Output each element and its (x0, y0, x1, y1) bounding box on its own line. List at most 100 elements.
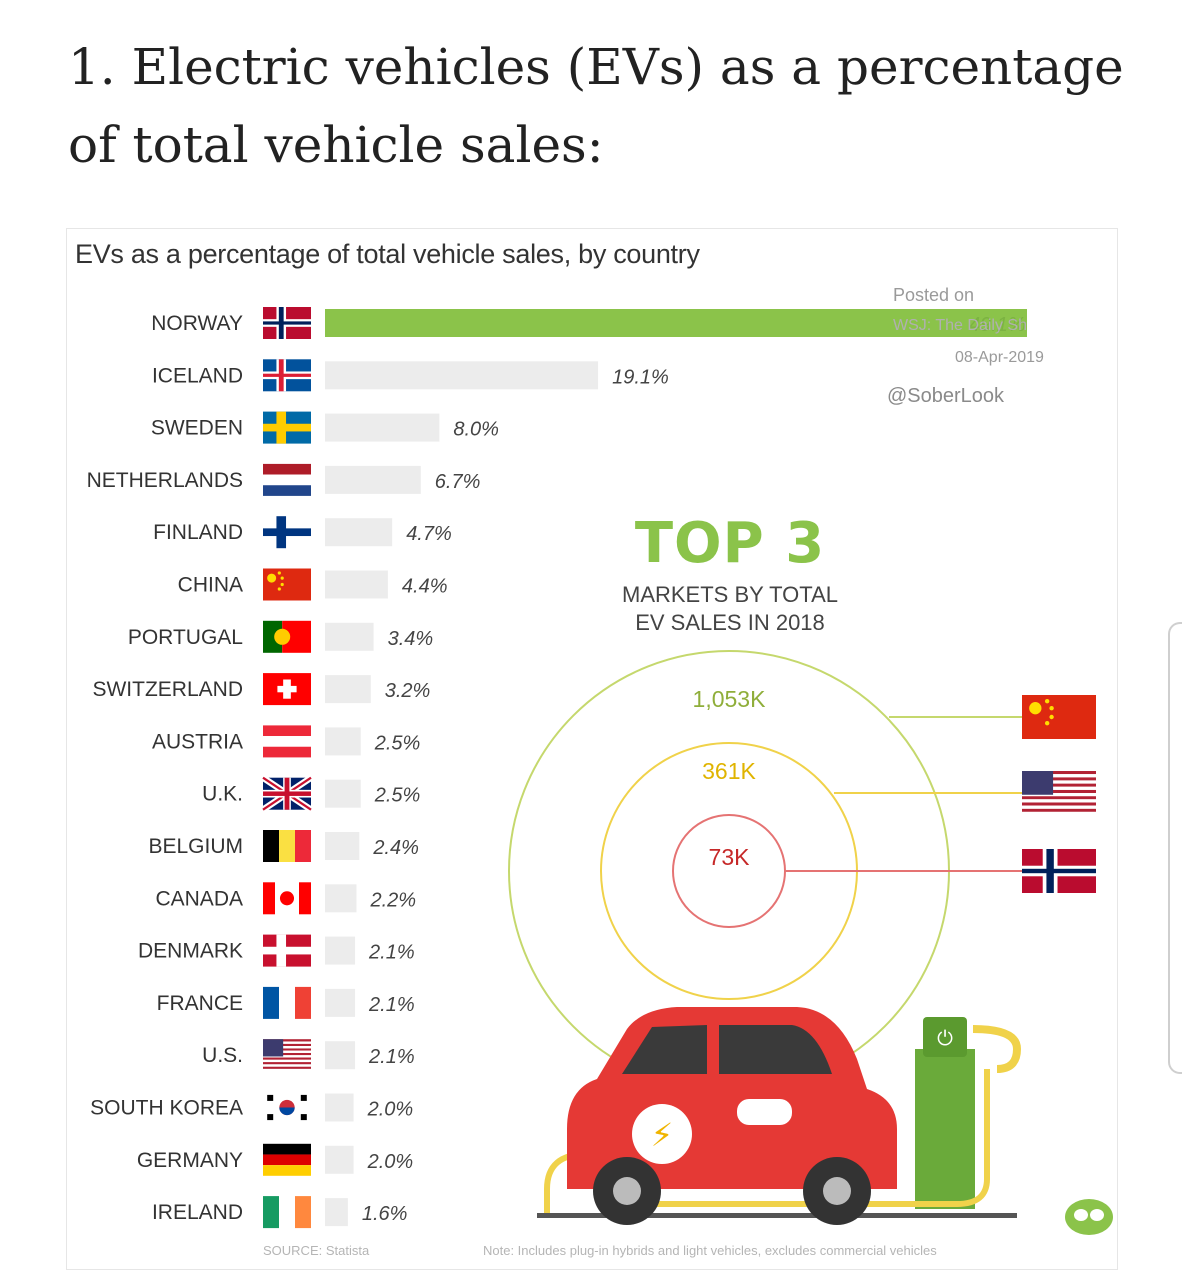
bar (325, 936, 356, 965)
watermark-date: 08-Apr-2019 (955, 349, 1044, 366)
value-label: 2.2% (369, 889, 416, 911)
bar (325, 1198, 348, 1227)
car-illustration: ⏻ ⚡ (537, 1007, 1022, 1225)
bar (325, 361, 599, 390)
bar (325, 675, 371, 704)
bar (325, 988, 356, 1017)
country-label: CHINA (178, 574, 243, 597)
china-market-flag-icon (1022, 695, 1096, 739)
value-label: 3.2% (385, 680, 431, 702)
market-value-label: 1,053K (693, 686, 767, 712)
value-label: 1.6% (362, 1203, 408, 1225)
value-label: 2.1% (368, 942, 415, 964)
bar (325, 779, 361, 808)
netherlands-flag-icon (263, 463, 311, 496)
value-label: 2.0% (367, 1151, 414, 1173)
infographic-card: EVs as a percentage of total vehicle sal… (66, 228, 1118, 1270)
value-label: 6.7% (435, 471, 481, 493)
charger-body (915, 1049, 975, 1209)
country-label: DENMARK (138, 940, 243, 963)
country-label: U.K. (202, 783, 243, 806)
page-scrollbar[interactable] (1168, 622, 1182, 1074)
iceland-flag-icon (263, 359, 311, 392)
car-window-rear (622, 1025, 707, 1074)
top3-title: TOP 3 (634, 511, 826, 576)
bar (325, 570, 388, 599)
value-label: 8.0% (453, 419, 499, 441)
bar (325, 309, 1027, 337)
country-label: FRANCE (157, 992, 243, 1015)
watermark-posted: Posted on (893, 285, 975, 305)
value-label: 49.1% (969, 314, 1026, 336)
country-label: AUSTRIA (152, 730, 243, 753)
norway-market-flag-icon (1022, 849, 1096, 893)
value-label: 2.4% (372, 837, 419, 859)
top3-subtitle-line1: MARKETS BY TOTAL (622, 582, 838, 607)
bar (325, 622, 374, 651)
chart-title: EVs as a percentage of total vehicle sal… (75, 239, 700, 269)
footnote: Note: Includes plug-in hybrids and light… (483, 1243, 937, 1258)
market-value-label: 73K (709, 844, 751, 870)
ev-share-chart: NORWAY 49.1% ICELAND 19.1% SWEDEN 8.0% NETHERL… (87, 307, 1113, 1235)
bar (325, 1041, 356, 1070)
country-label: GERMANY (137, 1149, 243, 1172)
page-headline: 1. Electric vehicles (EVs) as a percenta… (68, 38, 1124, 174)
denmark-flag-icon (263, 934, 311, 967)
value-label: 4.4% (402, 576, 448, 598)
us-market-flag-icon (1022, 771, 1096, 815)
watermark-handle: @SoberLook (887, 385, 1005, 407)
south-korea-flag-icon (263, 1091, 311, 1124)
sweden-flag-icon (263, 411, 311, 444)
belgium-flag-icon (263, 830, 311, 862)
value-label: 3.4% (388, 628, 434, 650)
germany-flag-icon (263, 1143, 311, 1176)
country-label: NETHERLANDS (87, 469, 243, 492)
finland-flag-icon (263, 516, 311, 549)
ireland-flag-icon (263, 1196, 311, 1229)
value-label: 4.7% (406, 523, 452, 545)
value-label: 2.0% (367, 1099, 414, 1121)
watermark-outlet: WSJ: The Daily Sh (893, 317, 1027, 334)
value-label: 2.5% (374, 732, 421, 754)
statista-logo-icon (1065, 1199, 1113, 1235)
market-value-label: 361K (702, 758, 756, 784)
car-window-front (719, 1025, 832, 1074)
country-label: U.S. (202, 1044, 243, 1067)
source-note: SOURCE: Statista (263, 1243, 370, 1258)
bar (325, 1145, 354, 1174)
bar (325, 832, 360, 860)
country-label: BELGIUM (148, 835, 243, 858)
rings-layer: 1,053K 361K 73K (508, 650, 1096, 1092)
country-label: PORTUGAL (128, 626, 243, 649)
lightning-icon: ⚡ (651, 1116, 673, 1154)
country-label: NORWAY (151, 312, 243, 335)
ground-line (537, 1213, 1017, 1218)
country-label: SWEDEN (151, 417, 243, 440)
bar (325, 465, 421, 494)
plug-icon: ⏻ (937, 1026, 953, 1050)
us-flag-icon (263, 1039, 311, 1072)
top3-subtitle-line2: EV SALES IN 2018 (635, 610, 825, 635)
china-flag-icon (263, 568, 311, 601)
country-label: SWITZERLAND (92, 678, 243, 701)
bar (325, 1093, 354, 1122)
car-emblem (632, 1104, 692, 1164)
bars-layer: NORWAY 49.1% ICELAND 19.1% SWEDEN 8.0% NETHERL… (87, 307, 1027, 1229)
top3-subtitle: MARKETS BY TOTAL EV SALES IN 2018 (585, 581, 875, 637)
norway-flag-icon (263, 307, 311, 339)
charger-cable (627, 1069, 990, 1207)
car-headlight (737, 1099, 792, 1125)
charger-cable-top (972, 1025, 1022, 1073)
bar (325, 518, 393, 547)
portugal-flag-icon (263, 620, 311, 653)
switzerland-flag-icon (263, 673, 311, 706)
charger-screen (923, 1017, 967, 1057)
country-label: IRELAND (152, 1201, 243, 1224)
country-label: FINLAND (153, 521, 243, 544)
value-label: 2.1% (368, 994, 415, 1016)
bar (325, 884, 357, 913)
country-label: ICELAND (152, 364, 243, 387)
country-label: CANADA (155, 887, 243, 910)
austria-flag-icon (263, 725, 311, 758)
value-label: 2.1% (368, 1046, 415, 1068)
